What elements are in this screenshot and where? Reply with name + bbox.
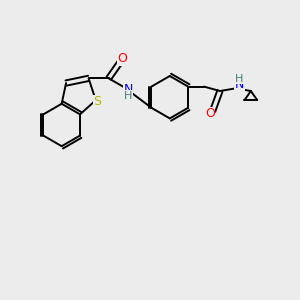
Text: H: H (124, 91, 132, 101)
Text: N: N (123, 83, 133, 96)
Text: O: O (118, 52, 128, 65)
Text: H: H (235, 74, 244, 84)
Text: S: S (93, 95, 101, 108)
Text: O: O (205, 107, 215, 120)
Text: N: N (235, 78, 244, 91)
